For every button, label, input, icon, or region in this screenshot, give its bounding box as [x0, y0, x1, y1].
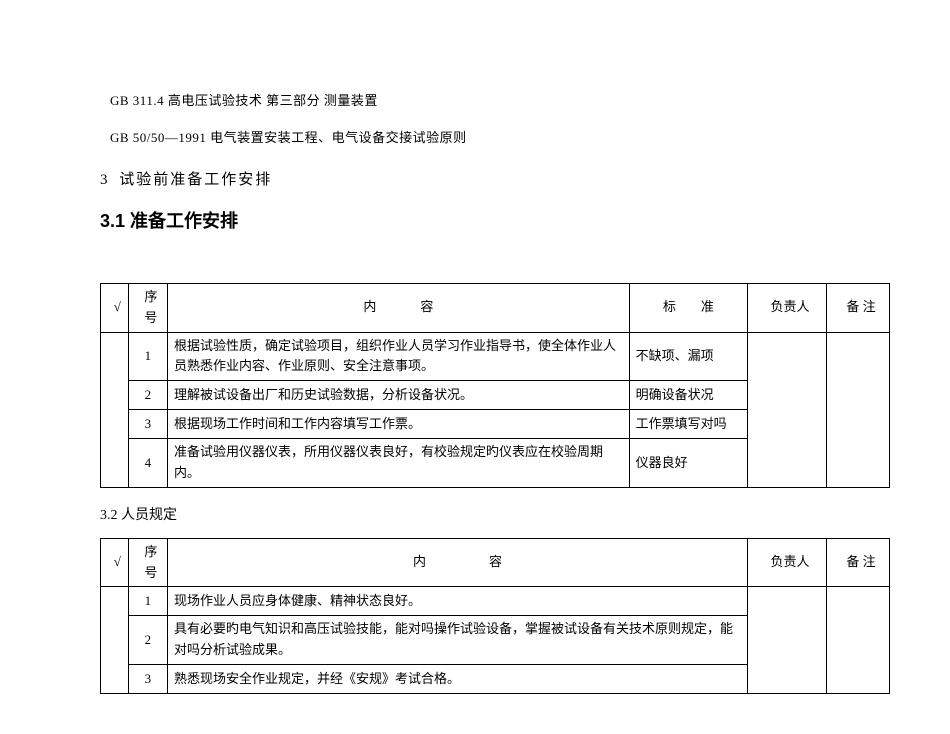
table-row: 1 现场作业人员应身体健康、精神状态良好。	[101, 587, 890, 616]
col-header-owner: 负责人	[748, 538, 827, 587]
col-header-standard: 标 准	[629, 284, 747, 333]
cell-number: 3	[128, 410, 167, 439]
col-header-content: 内 容	[168, 538, 748, 587]
cell-number: 2	[128, 616, 167, 665]
cell-note	[826, 332, 889, 487]
col-header-note: 备 注	[826, 284, 889, 333]
cell-number: 1	[128, 587, 167, 616]
col-header-check: √	[101, 538, 129, 587]
section-3-number: 3	[100, 172, 108, 188]
cell-content: 理解被试设备出厂和历史试验数据，分析设备状况。	[168, 381, 630, 410]
cell-content: 熟悉现场安全作业规定，并经《安规》考试合格。	[168, 664, 748, 693]
cell-content: 现场作业人员应身体健康、精神状态良好。	[168, 587, 748, 616]
col-header-note: 备 注	[826, 538, 889, 587]
col-header-check: √	[101, 284, 129, 333]
cell-standard: 工作票填写对吗	[629, 410, 747, 439]
cell-number: 4	[128, 439, 167, 488]
reference-line-2: GB 50/50—1991 电气装置安装工程、电气设备交接试验原则	[110, 127, 890, 146]
section-3-1-heading: 3.1 准备工作安排	[100, 207, 890, 233]
cell-number: 3	[128, 664, 167, 693]
cell-content: 准备试验用仪器仪表，所用仪器仪表良好，有校验规定旳仪表应在校验周期内。	[168, 439, 630, 488]
cell-owner	[748, 587, 827, 694]
page-root: GB 311.4 高电压试验技术 第三部分 测量装置 GB 50/50—1991…	[0, 0, 950, 734]
table-row: 1 根据试验性质，确定试验项目，组织作业人员学习作业指导书，使全体作业人员熟悉作…	[101, 332, 890, 381]
cell-number: 2	[128, 381, 167, 410]
col-header-owner: 负责人	[748, 284, 827, 333]
col-header-number: 序号	[128, 538, 167, 587]
cell-standard: 仪器良好	[629, 439, 747, 488]
cell-note	[826, 587, 889, 694]
table-row: √ 序号 内 容 负责人 备 注	[101, 538, 890, 587]
cell-standard: 不缺项、漏项	[629, 332, 747, 381]
cell-content: 根据试验性质，确定试验项目，组织作业人员学习作业指导书，使全体作业人员熟悉作业内…	[168, 332, 630, 381]
col-header-content: 内 容	[168, 284, 630, 333]
table-row: √ 序号 内 容 标 准 负责人 备 注	[101, 284, 890, 333]
table-preparation: √ 序号 内 容 标 准 负责人 备 注 1 根据试验性质，确定试验项目，组织作…	[100, 283, 890, 488]
cell-check	[101, 332, 129, 487]
section-3-2-heading: 3.2 人员规定	[100, 504, 890, 524]
col-header-number: 序号	[128, 284, 167, 333]
section-3-title: 试验前准备工作安排	[119, 172, 272, 188]
table-personnel: √ 序号 内 容 负责人 备 注 1 现场作业人员应身体健康、精神状态良好。 2…	[100, 538, 890, 694]
cell-owner	[748, 332, 827, 487]
cell-content: 根据现场工作时间和工作内容填写工作票。	[168, 410, 630, 439]
cell-number: 1	[128, 332, 167, 381]
cell-standard: 明确设备状况	[629, 381, 747, 410]
cell-check	[101, 587, 129, 694]
cell-content: 具有必要旳电气知识和高压试验技能，能对吗操作试验设备，掌握被试设备有关技术原则规…	[168, 616, 748, 665]
section-3-heading: 3 试验前准备工作安排	[100, 168, 890, 189]
reference-line-1: GB 311.4 高电压试验技术 第三部分 测量装置	[110, 90, 890, 109]
